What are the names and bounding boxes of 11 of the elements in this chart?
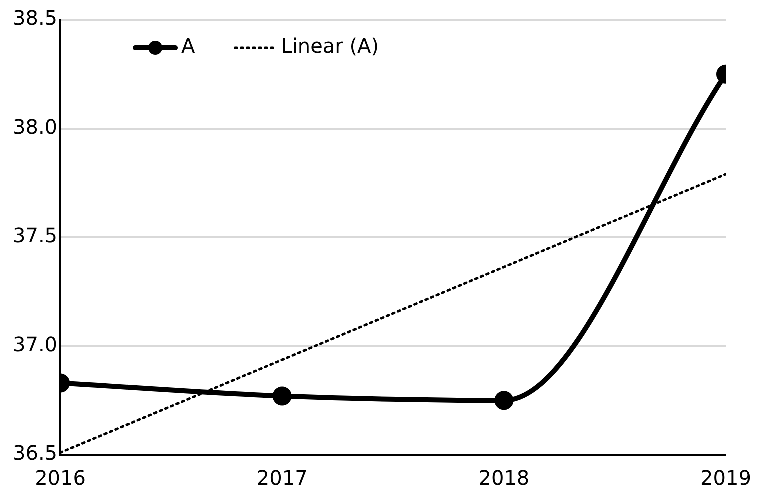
y-tick-label: 37.0 <box>13 332 58 356</box>
y-tick-label: 38.5 <box>13 6 58 30</box>
y-tick-label: 36.5 <box>13 441 58 466</box>
x-tick-label: 2019 <box>700 466 752 490</box>
x-tick-label: 2016 <box>35 466 86 490</box>
legend-label: Linear (A) <box>281 34 380 58</box>
legend-label: A <box>182 34 196 58</box>
y-tick-label: 38.0 <box>13 114 58 139</box>
x-tick-label: 2018 <box>478 466 530 490</box>
y-tick-label: 37.5 <box>13 224 58 248</box>
x-tick-label: 2017 <box>256 466 308 490</box>
